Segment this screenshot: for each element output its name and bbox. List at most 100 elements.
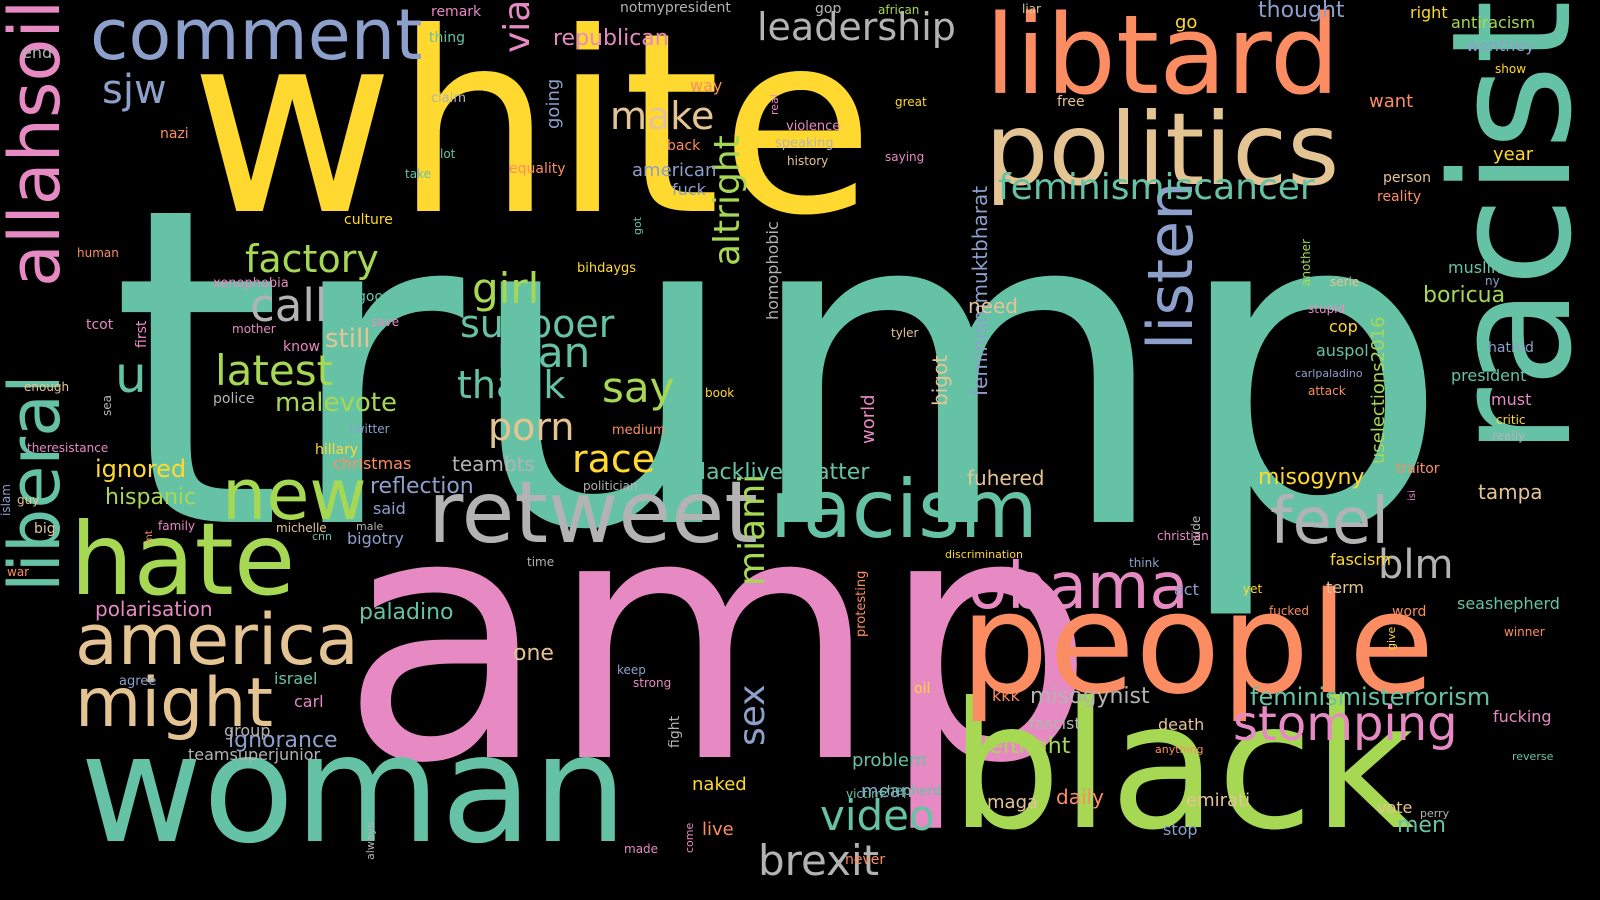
word-malevote: malevote bbox=[275, 388, 397, 418]
word-ad: ad bbox=[757, 131, 775, 147]
word-never: never bbox=[845, 852, 886, 868]
word-free: free bbox=[1057, 94, 1085, 110]
word-lot: lot bbox=[440, 147, 456, 161]
word-reverse: reverse bbox=[1512, 750, 1554, 763]
word-retweet: retweet bbox=[428, 463, 758, 563]
word-auspol: auspol bbox=[1316, 341, 1369, 360]
word-black: black bbox=[950, 666, 1415, 869]
word-porn: porn bbox=[488, 405, 575, 449]
word-save: save bbox=[371, 315, 400, 329]
word-death: death bbox=[1158, 715, 1205, 734]
word-mother: mother bbox=[232, 322, 276, 336]
word-girl: girl bbox=[472, 264, 540, 313]
word-fucking: fucking bbox=[1493, 707, 1552, 726]
word-leftright: leftright bbox=[983, 734, 1071, 759]
word-bigot: bigot bbox=[928, 354, 952, 406]
word-another: another bbox=[1299, 239, 1313, 286]
word-group: group bbox=[224, 721, 271, 740]
word-african: african bbox=[878, 3, 920, 17]
word-saying: saying bbox=[885, 150, 925, 164]
word-must: must bbox=[1491, 390, 1532, 409]
word-take: take bbox=[405, 167, 431, 181]
word-comment: comment bbox=[90, 0, 423, 76]
word-feel: feel bbox=[1270, 485, 1390, 559]
word-give: give bbox=[1385, 626, 1398, 650]
word-protesting: protesting bbox=[854, 570, 869, 637]
word-trump: trump bbox=[110, 114, 1451, 626]
word-male: male bbox=[356, 520, 384, 533]
word-way: way bbox=[690, 76, 723, 95]
word-liar: liar bbox=[1022, 2, 1041, 16]
word-feminismisterrorism: feminismisterrorism bbox=[1250, 683, 1491, 711]
word-stomping: stomping bbox=[1233, 696, 1458, 752]
word-factory: factory bbox=[245, 237, 379, 281]
word-speaking: speaking bbox=[775, 136, 834, 151]
word-blacklivesmatter: blacklivesmatter bbox=[686, 460, 870, 485]
word-war: war bbox=[7, 565, 30, 579]
word-attack: attack bbox=[1308, 384, 1346, 398]
word-emirati: emirati bbox=[1186, 790, 1251, 811]
word-fuhered: fuhered bbox=[967, 466, 1045, 490]
word-tampa: tampa bbox=[1478, 480, 1543, 504]
word-reflection: reflection bbox=[370, 474, 474, 499]
word-u: u bbox=[115, 346, 147, 404]
word-misogyny: misogyny bbox=[1258, 465, 1365, 490]
word-israel: israel bbox=[274, 669, 318, 688]
word-cop: cop bbox=[1329, 317, 1358, 336]
word-oil: oil bbox=[914, 681, 931, 697]
word-victim: victim bbox=[846, 787, 883, 801]
word-got: got bbox=[631, 216, 644, 235]
word-anything: anything bbox=[1155, 743, 1204, 756]
word-equality: equality bbox=[509, 161, 566, 177]
word-libtard: libtard bbox=[985, 0, 1340, 119]
word-brexit: brexit bbox=[758, 836, 880, 885]
word-great: great bbox=[895, 95, 927, 109]
word-nazi: nazi bbox=[160, 126, 189, 142]
word-always: always bbox=[364, 822, 377, 860]
word-homophobic: homophobic bbox=[763, 221, 782, 320]
word-world: world bbox=[858, 394, 879, 444]
word-first: first bbox=[134, 320, 150, 348]
word-winner: winner bbox=[1504, 625, 1545, 639]
word-agree: agree bbox=[119, 674, 157, 689]
word-cnn: cnn bbox=[312, 530, 332, 543]
word-teambts: teambts bbox=[452, 452, 535, 476]
word-made: made bbox=[624, 842, 659, 856]
word-say: say bbox=[602, 363, 675, 412]
word-know: know bbox=[283, 339, 320, 355]
word-culture: culture bbox=[344, 212, 393, 228]
word-carlpaladino: carlpaladino bbox=[1295, 367, 1363, 380]
word-history: history bbox=[787, 154, 829, 168]
word-bigotry: bigotry bbox=[347, 529, 404, 548]
word-paladino: paladino bbox=[359, 600, 454, 625]
word-race: race bbox=[572, 437, 656, 481]
word-mean: mean bbox=[861, 781, 913, 802]
word-polarisation: polarisation bbox=[95, 597, 213, 621]
word-leadership: leadership bbox=[757, 5, 956, 49]
word-amp: amp bbox=[340, 442, 1096, 838]
word-going: going bbox=[543, 78, 564, 129]
word-boricua: boricua bbox=[1423, 283, 1506, 308]
word-person: person bbox=[1383, 170, 1431, 186]
word-fight: fight bbox=[667, 715, 683, 748]
word-republican: republican bbox=[553, 26, 669, 51]
word-remark: remark bbox=[431, 4, 482, 20]
word-discrimination: discrimination bbox=[945, 548, 1023, 561]
word-stupid: stupid bbox=[1308, 302, 1346, 316]
word-ignored: ignored bbox=[95, 455, 187, 483]
word-miami: miami bbox=[732, 473, 773, 586]
word-antiracism: antiracism bbox=[1451, 13, 1536, 32]
word-woman: woman bbox=[80, 703, 628, 877]
word-keep: keep bbox=[617, 663, 646, 677]
word-gop: gop bbox=[815, 1, 842, 17]
word-altright: altright bbox=[707, 135, 748, 266]
word-sjw: sjw bbox=[102, 67, 167, 113]
word-human: human bbox=[77, 246, 119, 260]
word-notmypresident: notmypresident bbox=[620, 0, 731, 16]
word-new: new bbox=[222, 454, 367, 536]
word-make: make bbox=[610, 94, 715, 138]
word-perry: perry bbox=[1420, 807, 1450, 820]
word-stop: stop bbox=[1163, 820, 1198, 839]
word-hate: hate bbox=[70, 501, 296, 618]
word-year: year bbox=[1493, 144, 1534, 165]
